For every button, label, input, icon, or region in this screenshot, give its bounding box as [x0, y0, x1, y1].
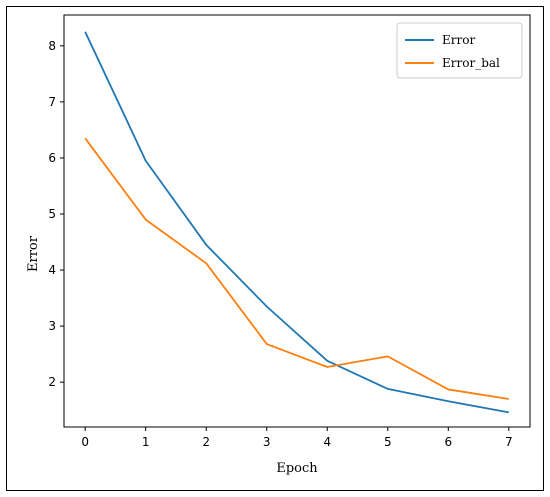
y-tick-label: 8 — [48, 39, 56, 53]
x-axis-ticks: 0 1 2 3 4 5 6 7 — [81, 427, 513, 449]
y-tick-label: 3 — [48, 319, 56, 333]
plot-area — [63, 14, 531, 428]
series-layer — [84, 31, 509, 414]
y-axis-label: Error — [26, 235, 41, 272]
series-line-error-bal — [84, 137, 509, 400]
legend-label-error: Error — [442, 33, 475, 47]
legend-box — [396, 22, 523, 79]
y-tick-label: 5 — [48, 207, 56, 221]
legend-label-error-bal: Error_bal — [442, 56, 500, 70]
legend: Error Error_bal — [396, 22, 523, 79]
x-tick-label: 1 — [142, 435, 150, 449]
x-tick-label: 5 — [384, 435, 392, 449]
x-tick-label: 3 — [263, 435, 271, 449]
y-tick-label: 4 — [48, 263, 56, 277]
y-tick-label: 7 — [48, 95, 56, 109]
x-tick-label: 2 — [202, 435, 210, 449]
y-axis-ticks: 2 3 4 5 6 7 8 — [48, 39, 64, 389]
y-tick-label: 2 — [48, 375, 56, 389]
x-tick-label: 6 — [444, 435, 452, 449]
x-axis-label: Epoch — [276, 461, 318, 476]
x-tick-label: 0 — [81, 435, 89, 449]
series-line-error — [84, 31, 509, 414]
x-tick-label: 4 — [323, 435, 331, 449]
y-tick-label: 6 — [48, 151, 56, 165]
x-tick-label: 7 — [505, 435, 513, 449]
chart-frame — [6, 6, 544, 491]
